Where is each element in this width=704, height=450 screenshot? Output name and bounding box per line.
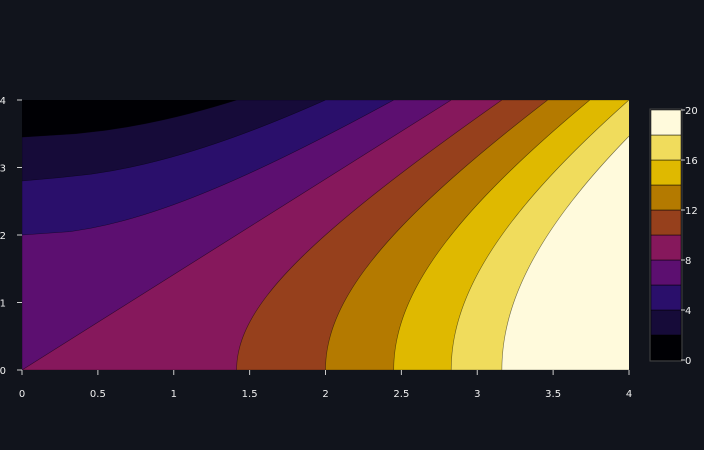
colorbar-swatch [650, 234, 682, 261]
colorbar-swatch [650, 134, 682, 161]
contour-band-9 [501, 135, 629, 370]
colorbar-tick-label: 8 [685, 256, 691, 267]
colorbar: 0 4 8 12 16 20 [649, 106, 698, 367]
colorbar-swatch [650, 159, 682, 186]
x-tick-label: 0.5 [90, 389, 106, 400]
x-axis: 0 0.5 1 1.5 2 2.5 3 3.5 4 [19, 370, 632, 400]
colorbar-swatch [650, 309, 682, 336]
x-tick-label: 1 [171, 389, 177, 400]
colorbar-tick-label: 0 [685, 356, 691, 367]
x-tick-label: 2 [322, 389, 328, 400]
colorbar-swatch [650, 209, 682, 236]
y-tick-label: 1 [0, 299, 6, 310]
colorbar-tick-label: 12 [685, 206, 698, 217]
colorbar-tick-label: 4 [685, 306, 691, 317]
x-tick-label: 2.5 [393, 389, 409, 400]
colorbar-swatch [650, 109, 682, 136]
y-tick-label: 0 [0, 366, 6, 377]
x-tick-label: 3 [474, 389, 480, 400]
x-tick-label: 0 [19, 389, 25, 400]
colorbar-frame [649, 108, 683, 362]
plot-area [22, 100, 629, 370]
colorbar-swatch [650, 334, 682, 361]
colorbar-swatch [650, 284, 682, 311]
x-tick-label: 1.5 [242, 389, 258, 400]
colorbar-swatch [650, 184, 682, 211]
y-tick-label: 4 [0, 96, 6, 107]
y-tick-label: 2 [0, 231, 6, 242]
colorbar-swatch [650, 259, 682, 286]
x-tick-label: 3.5 [545, 389, 561, 400]
y-tick-label: 3 [0, 164, 6, 175]
x-tick-label: 4 [626, 389, 632, 400]
colorbar-tick-label: 16 [685, 156, 698, 167]
colorbar-tick-label: 20 [685, 106, 698, 117]
y-axis: 0 1 2 3 4 [0, 96, 22, 377]
